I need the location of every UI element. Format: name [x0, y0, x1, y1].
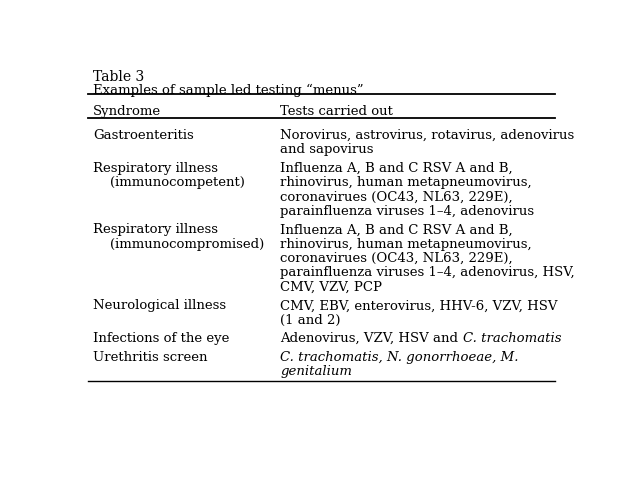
Text: parainfluenza viruses 1–4, adenovirus, HSV,: parainfluenza viruses 1–4, adenovirus, H… — [281, 267, 575, 279]
Text: Norovirus, astrovirus, rotavirus, adenovirus: Norovirus, astrovirus, rotavirus, adenov… — [281, 129, 575, 142]
Text: rhinovirus, human metapneumovirus,: rhinovirus, human metapneumovirus, — [281, 238, 532, 251]
Text: coronavirues (OC43, NL63, 229E),: coronavirues (OC43, NL63, 229E), — [281, 190, 513, 204]
Text: and sapovirus: and sapovirus — [281, 143, 374, 156]
Text: C. trachomatis: C. trachomatis — [463, 332, 561, 345]
Text: Respiratory illness: Respiratory illness — [93, 223, 218, 236]
Text: Infections of the eye: Infections of the eye — [93, 332, 229, 345]
Text: parainfluenza viruses 1–4, adenovirus: parainfluenza viruses 1–4, adenovirus — [281, 205, 534, 218]
Text: Influenza A, B and C RSV A and B,: Influenza A, B and C RSV A and B, — [281, 162, 513, 175]
Text: Adenovirus, VZV, HSV and: Adenovirus, VZV, HSV and — [281, 332, 463, 345]
Text: CMV, VZV, PCP: CMV, VZV, PCP — [281, 281, 382, 294]
Text: Tests carried out: Tests carried out — [281, 105, 393, 118]
Text: Examples of sample led testing “menus”: Examples of sample led testing “menus” — [93, 83, 364, 96]
Text: (immunocompetent): (immunocompetent) — [93, 176, 245, 189]
Text: Respiratory illness: Respiratory illness — [93, 162, 218, 175]
Text: Syndrome: Syndrome — [93, 105, 161, 118]
Text: coronavirues (OC43, NL63, 229E),: coronavirues (OC43, NL63, 229E), — [281, 252, 513, 265]
Text: Gastroenteritis: Gastroenteritis — [93, 129, 194, 142]
Text: genitalium: genitalium — [281, 365, 352, 378]
Text: C. trachomatis, N. gonorrhoeae, M.: C. trachomatis, N. gonorrhoeae, M. — [281, 350, 519, 364]
Text: (1 and 2): (1 and 2) — [281, 314, 341, 327]
Text: Table 3: Table 3 — [93, 70, 144, 85]
Text: Influenza A, B and C RSV A and B,: Influenza A, B and C RSV A and B, — [281, 223, 513, 236]
Text: rhinovirus, human metapneumovirus,: rhinovirus, human metapneumovirus, — [281, 176, 532, 189]
Text: Urethritis screen: Urethritis screen — [93, 350, 208, 364]
Text: Neurological illness: Neurological illness — [93, 299, 226, 312]
Text: (immunocompromised): (immunocompromised) — [93, 238, 264, 251]
Text: CMV, EBV, enterovirus, HHV-6, VZV, HSV: CMV, EBV, enterovirus, HHV-6, VZV, HSV — [281, 299, 558, 312]
